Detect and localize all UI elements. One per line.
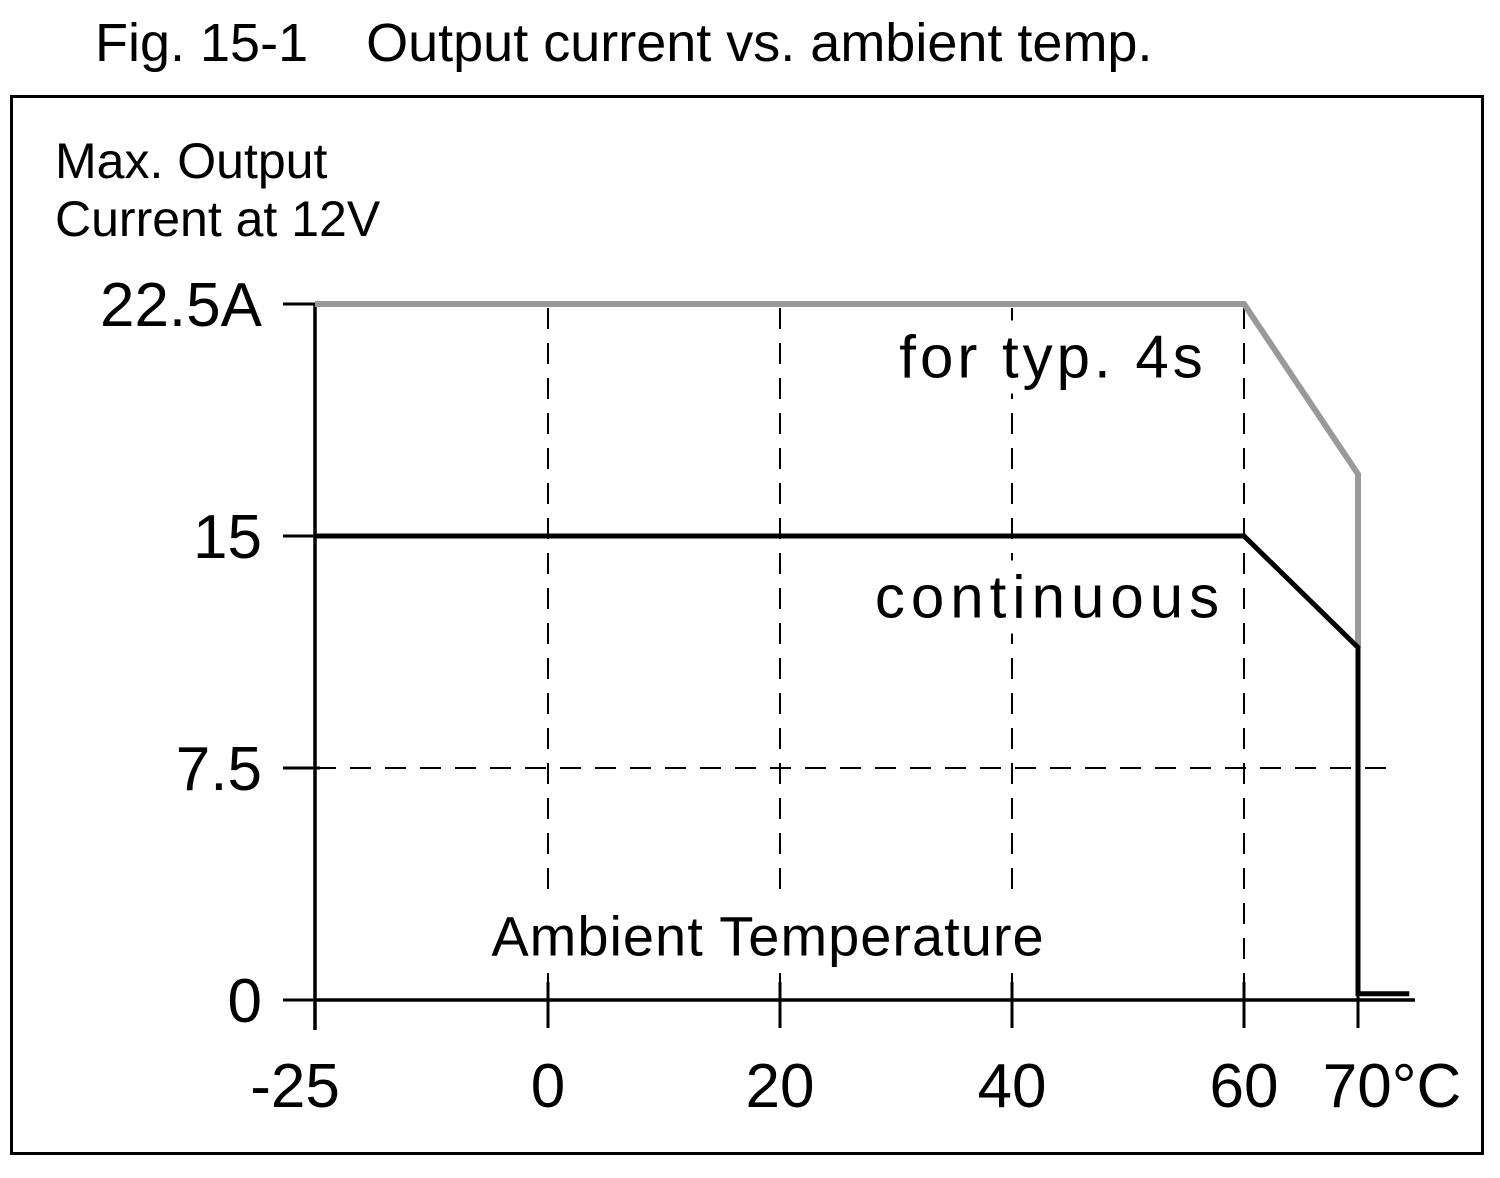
x-axis-title: Ambient Temperature — [485, 901, 1051, 971]
figure-title: Fig. 15-1 Output current vs. ambient temp… — [95, 12, 1152, 74]
series-label-peak: for typ. 4s — [891, 320, 1215, 394]
chart-frame — [10, 95, 1484, 1155]
y-tick-label-15: 15 — [193, 503, 262, 572]
x-tick-label-20: 20 — [746, 1052, 815, 1121]
x-tick-label-70: 70°C — [1323, 1052, 1462, 1121]
series-label-continuous: continuous — [866, 560, 1234, 634]
series-line-peak — [315, 301, 1361, 648]
x-tick-label-0: 0 — [531, 1052, 565, 1121]
x-tick-label-60: 60 — [1210, 1052, 1279, 1121]
ticks-group — [283, 302, 1360, 1028]
x-tick-label-40: 40 — [978, 1052, 1047, 1121]
y-tick-label-0: 0 — [228, 967, 262, 1036]
figure-caption: Output current vs. ambient temp. — [366, 13, 1153, 73]
gridlines-group — [315, 308, 1398, 1000]
figure-number: Fig. 15-1 — [95, 13, 309, 73]
tick-labels-group: -25 0 20 40 60 70°C 0 7.5 15 22.5A — [100, 271, 1461, 1121]
y-tick-label-7.5: 7.5 — [176, 735, 262, 804]
series-line-continuous — [315, 533, 1410, 997]
y-axis-title-line1: Max. Output — [55, 133, 328, 189]
axes-group — [313, 303, 1415, 1030]
y-tick-label-22.5: 22.5A — [100, 271, 263, 340]
y-axis-title-line2: Current at 12V — [55, 191, 381, 247]
y-axis-title: Max. Output Current at 12V — [55, 132, 380, 248]
series-group — [315, 301, 1410, 997]
x-tick-label--25: -25 — [250, 1052, 340, 1121]
